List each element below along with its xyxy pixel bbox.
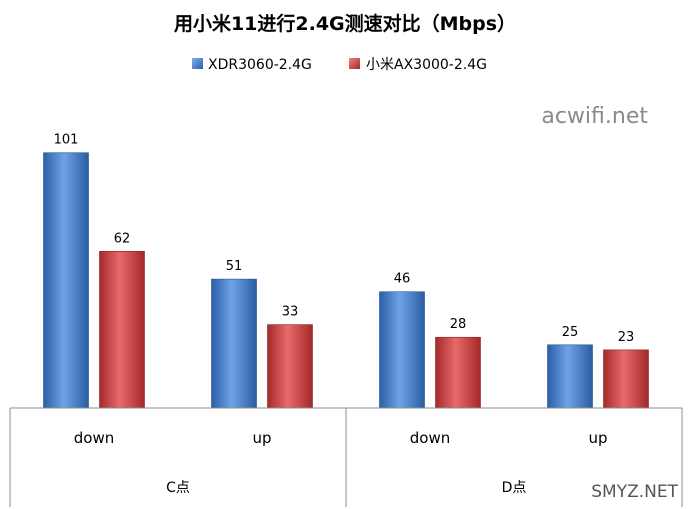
bar-series-0-c-down xyxy=(43,152,89,409)
data-label-series-0-c-up: 51 xyxy=(226,259,243,274)
chart-title: 用小米11进行2.4G测速对比（Mbps） xyxy=(174,12,516,35)
bar-series-1-c-down xyxy=(99,251,145,409)
legend-label-series-0: XDR3060-2.4G xyxy=(208,57,312,73)
bar-series-0-d-up xyxy=(547,344,593,409)
bar-series-0-c-up xyxy=(211,278,257,409)
bar-series-1-d-down xyxy=(435,336,481,409)
data-label-series-1-c-up: 33 xyxy=(282,305,299,320)
legend-label-series-1: 小米AX3000-2.4G xyxy=(366,57,487,73)
data-labels-layer: 101 62 51 33 46 28 25 23 xyxy=(54,133,635,345)
tick-label-c-down: down xyxy=(74,429,114,447)
category-axis: down up down up C点 D点 xyxy=(9,407,683,507)
bar-series-1-c-up xyxy=(267,324,313,409)
legend-swatch-series-1 xyxy=(349,58,360,69)
tick-label-d-down: down xyxy=(410,429,450,447)
tick-label-c-up: up xyxy=(252,429,271,447)
bars-layer xyxy=(43,152,649,409)
data-label-series-1-d-down: 28 xyxy=(450,317,467,332)
data-label-series-0-c-down: 101 xyxy=(54,133,79,148)
legend-swatch-series-0 xyxy=(192,58,203,69)
legend: XDR3060-2.4G 小米AX3000-2.4G xyxy=(192,57,487,73)
bar-series-1-d-up xyxy=(603,349,649,409)
data-label-series-1-c-down: 62 xyxy=(114,231,131,246)
tick-label-d-up: up xyxy=(588,429,607,447)
data-label-series-0-d-up: 25 xyxy=(562,325,579,340)
watermark-smyz: SMYZ.NET xyxy=(591,482,678,502)
watermark-acwifi: acwifi.net xyxy=(541,104,648,129)
data-label-series-0-d-down: 46 xyxy=(394,272,411,287)
bar-series-0-d-down xyxy=(379,291,425,409)
group-label-d: D点 xyxy=(502,480,527,496)
data-label-series-1-d-up: 23 xyxy=(618,330,635,345)
group-label-c: C点 xyxy=(166,480,190,496)
